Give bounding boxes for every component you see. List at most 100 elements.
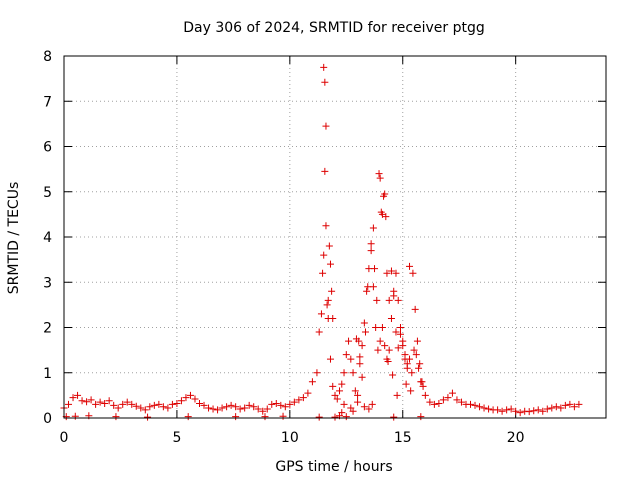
- data-point: [516, 409, 524, 417]
- data-point: [87, 396, 95, 404]
- data-point: [376, 337, 384, 345]
- data-point: [74, 391, 82, 399]
- y-axis-label: SRMTID / TECUs: [6, 182, 22, 295]
- data-point: [363, 287, 371, 295]
- data-point: [392, 269, 400, 277]
- data-point: [416, 360, 424, 368]
- data-point: [430, 400, 438, 408]
- data-point: [410, 346, 418, 354]
- data-point: [317, 310, 325, 318]
- data-point: [534, 406, 542, 414]
- data-point: [186, 391, 194, 399]
- data-point: [365, 405, 373, 413]
- data-point: [328, 287, 336, 295]
- data-point: [96, 398, 104, 406]
- data-point: [277, 401, 285, 409]
- data-point: [338, 380, 346, 388]
- data-point: [191, 395, 199, 403]
- y-tick-label: 7: [43, 94, 52, 110]
- data-point: [530, 407, 538, 415]
- x-tick-label: 15: [394, 430, 412, 446]
- data-point: [347, 355, 355, 363]
- data-point: [329, 314, 337, 322]
- data-point: [128, 400, 136, 408]
- data-point: [494, 406, 502, 414]
- data-point: [261, 413, 269, 421]
- data-point: [371, 265, 379, 273]
- data-point: [381, 342, 389, 350]
- data-point: [214, 406, 222, 414]
- data-point: [360, 403, 368, 411]
- data-point: [354, 391, 362, 399]
- data-point: [384, 357, 392, 365]
- data-point: [368, 400, 376, 408]
- y-tick-label: 3: [43, 275, 52, 291]
- data-point: [512, 407, 520, 415]
- data-point: [369, 224, 377, 232]
- data-point: [345, 337, 353, 345]
- data-point: [331, 413, 339, 421]
- y-tick-label: 8: [43, 49, 52, 65]
- data-point: [119, 400, 127, 408]
- y-tick-label: 1: [43, 366, 52, 382]
- data-point: [182, 394, 190, 402]
- data-point: [367, 247, 375, 255]
- data-point: [393, 391, 401, 399]
- data-point: [65, 400, 73, 408]
- data-point: [421, 391, 429, 399]
- data-point: [340, 369, 348, 377]
- data-point: [331, 391, 339, 399]
- data-point: [389, 371, 397, 379]
- data-point: [336, 387, 344, 395]
- data-point: [557, 404, 565, 412]
- data-point: [418, 378, 426, 386]
- data-point: [543, 405, 551, 413]
- data-point: [412, 351, 420, 359]
- x-tick-label: 20: [507, 430, 525, 446]
- data-point: [453, 396, 461, 404]
- data-point: [383, 269, 391, 277]
- data-point: [299, 394, 307, 402]
- data-point: [241, 404, 249, 412]
- y-tick-label: 0: [43, 411, 52, 427]
- data-point: [358, 342, 366, 350]
- data-point: [137, 404, 145, 412]
- data-point: [349, 369, 357, 377]
- data-point: [411, 305, 419, 313]
- data-point: [360, 319, 368, 327]
- tick-labels: 0 5 10 15 20 0 1 2 3 4 5 6 7 8: [43, 49, 525, 446]
- data-point: [375, 170, 383, 178]
- data-point: [338, 409, 346, 417]
- data-point: [403, 364, 411, 372]
- data-point: [361, 328, 369, 336]
- data-point: [364, 283, 372, 291]
- data-point: [259, 407, 267, 415]
- data-point: [498, 407, 506, 415]
- data-point: [290, 398, 298, 406]
- data-point: [419, 382, 427, 390]
- data-point: [69, 394, 77, 402]
- data-point: [223, 403, 231, 411]
- data-point: [354, 398, 362, 406]
- data-point: [390, 413, 398, 421]
- data-point: [435, 400, 443, 408]
- data-point: [480, 404, 488, 412]
- data-point: [358, 373, 366, 381]
- data-point: [325, 242, 333, 250]
- data-point: [286, 400, 294, 408]
- data-point: [150, 401, 158, 409]
- data-point: [413, 337, 421, 345]
- data-point: [342, 413, 350, 421]
- data-point: [394, 344, 402, 352]
- data-point: [184, 413, 192, 421]
- data-point: [245, 401, 253, 409]
- data-point: [372, 324, 380, 331]
- data-point: [110, 401, 118, 409]
- y-tick-label: 4: [43, 230, 52, 246]
- y-tick-label: 5: [43, 185, 52, 201]
- data-point: [144, 413, 152, 421]
- data-point: [83, 398, 91, 406]
- data-point: [378, 324, 386, 331]
